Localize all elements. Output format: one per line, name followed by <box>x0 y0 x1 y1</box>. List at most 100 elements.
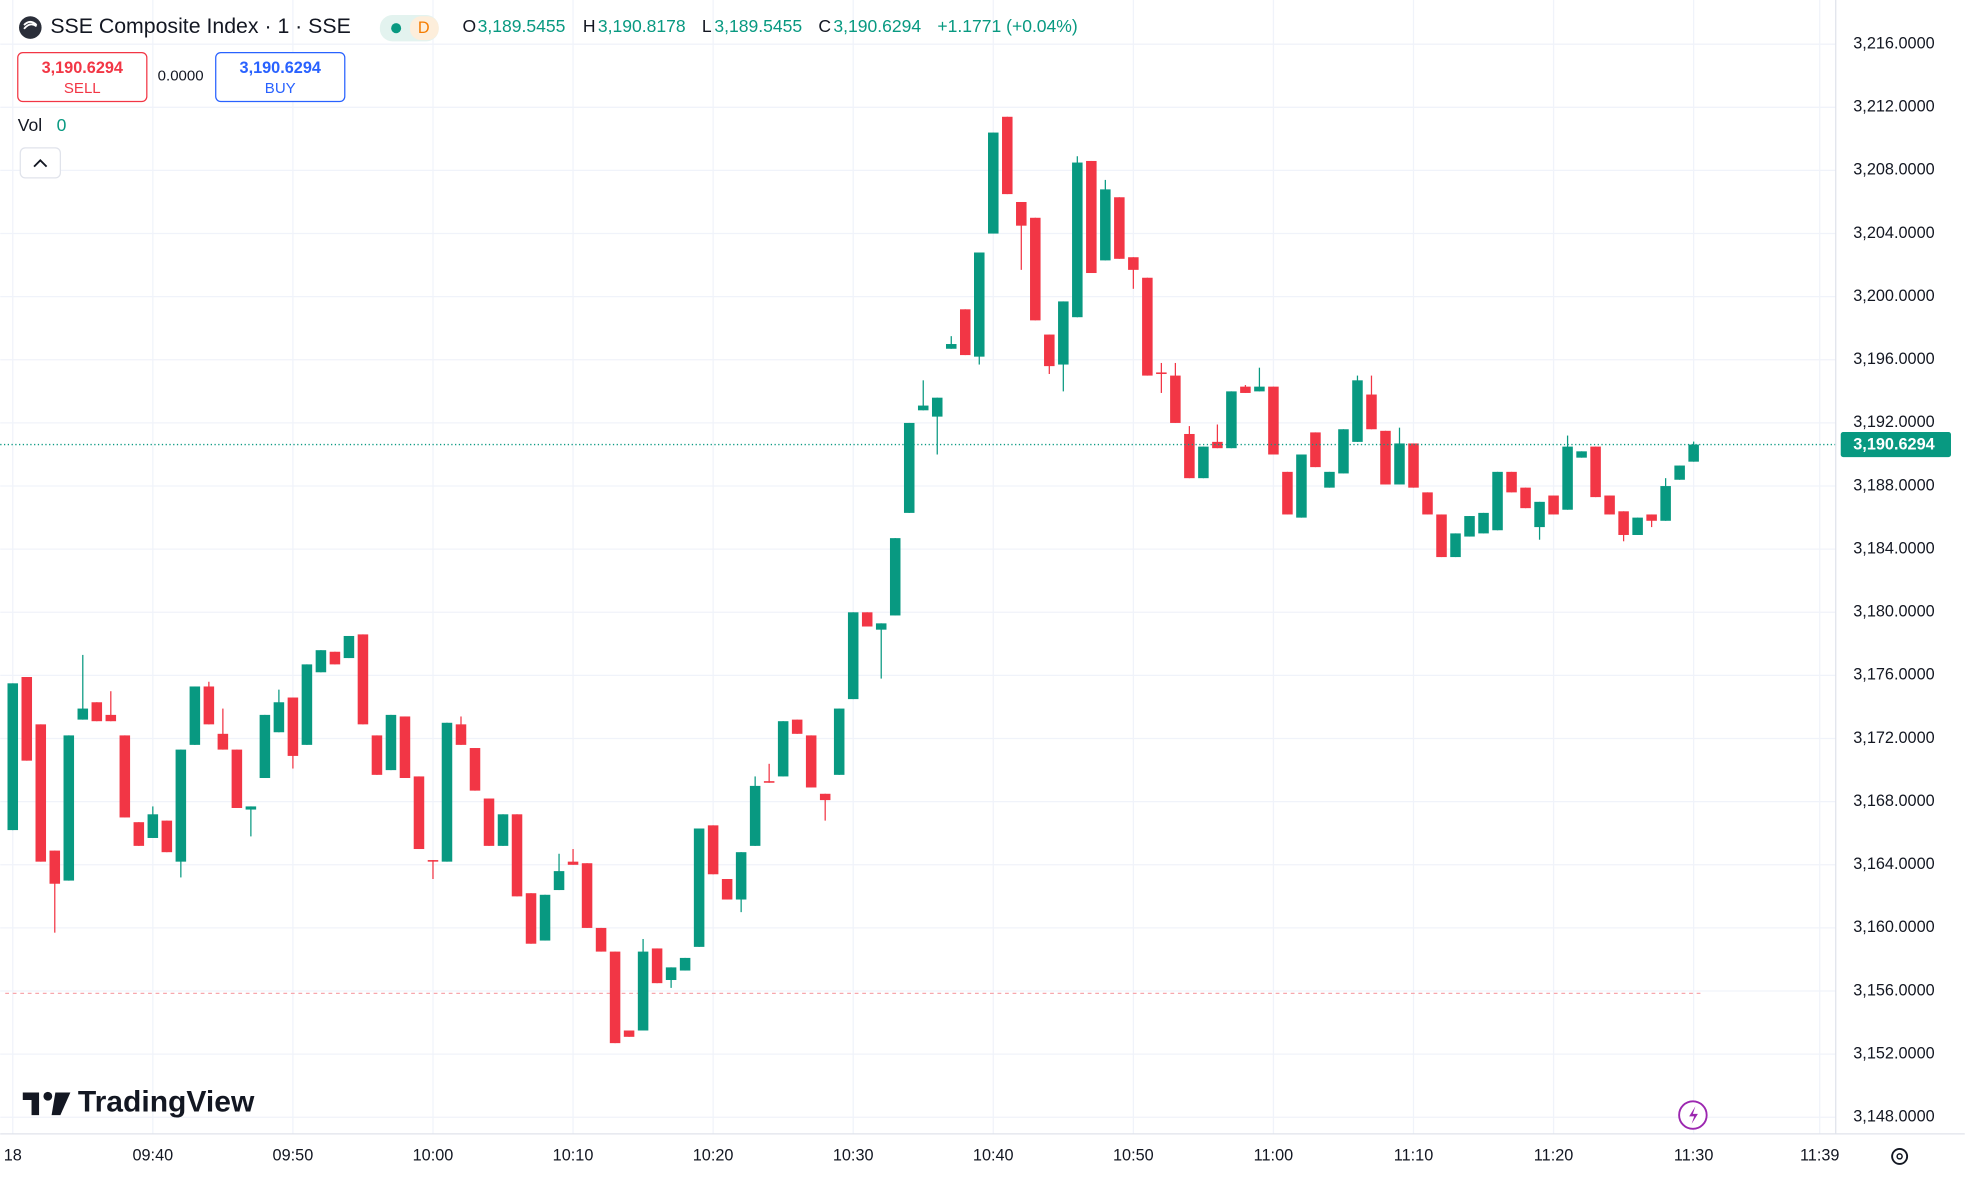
buy-price: 3,190.6294 <box>240 59 321 77</box>
candle-body <box>721 879 733 900</box>
candle-body <box>511 814 523 897</box>
candle-body <box>1590 446 1601 498</box>
candle-body <box>1478 512 1489 534</box>
candle-body <box>1282 471 1293 515</box>
candle-body <box>777 721 789 777</box>
candle-body <box>1618 511 1629 535</box>
y-tick-label: 3,188.0000 <box>1853 476 1934 494</box>
sell-button[interactable] <box>17 51 148 103</box>
candle-body <box>889 538 901 616</box>
candle-body <box>1268 386 1279 455</box>
y-tick-label: 3,164.0000 <box>1853 855 1934 873</box>
candle-body <box>931 397 943 417</box>
ohlc-label: H <box>583 16 596 36</box>
logo-mark-slash <box>51 1092 71 1116</box>
candle-body <box>637 951 649 1031</box>
candle-body <box>974 252 985 357</box>
candle-body <box>763 781 775 783</box>
candle-body <box>539 894 551 941</box>
candle-body <box>119 735 131 818</box>
buy-button[interactable] <box>215 51 346 103</box>
candle-body <box>1324 471 1335 488</box>
candle-body <box>469 748 481 791</box>
candle-body <box>791 719 803 734</box>
collapse-icon <box>33 159 48 168</box>
candle-body <box>7 683 19 831</box>
candle-body <box>357 634 369 725</box>
candle-body <box>1352 380 1363 442</box>
candle-body <box>21 677 33 761</box>
candle-body <box>1646 514 1657 521</box>
ohlc-label: C <box>818 16 831 36</box>
volume-label: Vol <box>18 115 42 135</box>
candle-body <box>343 635 355 659</box>
candle-body <box>147 814 159 838</box>
settings-button[interactable] <box>1891 1147 1909 1165</box>
candle-body <box>525 893 537 944</box>
candle-body <box>1240 386 1251 393</box>
ohlc-value: 3,189.5455 <box>714 16 802 36</box>
symbol-title[interactable]: SSE Composite Index · 1 · SSE <box>50 14 350 38</box>
y-tick-label: 3,184.0000 <box>1853 539 1934 557</box>
x-tick-label: 10:20 <box>693 1147 734 1165</box>
candle-body <box>245 806 257 810</box>
candle-body <box>77 708 89 720</box>
candle-body <box>315 650 327 673</box>
candle-body <box>623 1030 635 1037</box>
symbol-icon[interactable] <box>19 16 42 39</box>
plot <box>0 116 1836 1044</box>
candle-body <box>1002 116 1013 195</box>
y-tick-label: 3,156.0000 <box>1853 981 1934 999</box>
candle-body <box>567 861 579 865</box>
grid <box>0 0 1836 1134</box>
y-tick-label: 3,176.0000 <box>1853 666 1934 684</box>
collapse-button[interactable] <box>19 147 61 179</box>
sell-label: SELL <box>64 80 101 97</box>
logo: TradingView <box>22 1086 255 1119</box>
candle-body <box>553 871 565 891</box>
candle-body <box>1184 433 1195 479</box>
candle-body <box>847 612 859 700</box>
ohlc-value: 3,190.6294 <box>833 16 921 36</box>
lightning-icon <box>1689 1106 1698 1124</box>
candle-body <box>161 820 173 853</box>
header: SSE Composite Index · 1 · SSE D O 3,189.… <box>19 14 1078 42</box>
candle-body <box>1688 444 1699 462</box>
candle-body <box>455 724 467 745</box>
ohlc-value: 3,189.5455 <box>478 16 566 36</box>
candle-body <box>301 664 313 745</box>
candle-body <box>665 967 677 981</box>
candle-body <box>679 957 691 971</box>
candle-body <box>371 735 383 775</box>
y-tick-label: 3,204.0000 <box>1853 224 1934 242</box>
candle-body <box>105 714 117 722</box>
badge-bg <box>409 16 439 41</box>
candle-body <box>819 793 831 801</box>
candle-body <box>1464 516 1475 537</box>
candle-body <box>1030 217 1041 321</box>
buy-label: BUY <box>265 80 296 97</box>
candle-body <box>1100 189 1111 261</box>
y-tick-label: 3,192.0000 <box>1853 413 1934 431</box>
volume-value: 0 <box>57 115 67 135</box>
sell-price: 3,190.6294 <box>42 59 123 77</box>
candle-body <box>91 702 103 722</box>
candle-body <box>1674 465 1685 480</box>
candle-body <box>609 951 621 1044</box>
candle-body <box>133 822 145 846</box>
candle-body <box>1562 446 1573 510</box>
candle-body <box>735 852 747 900</box>
settings-icon <box>1896 1153 1903 1160</box>
candle-body <box>427 860 439 862</box>
candle-body <box>1128 257 1139 270</box>
candle-body <box>49 850 61 884</box>
y-tick-label: 3,196.0000 <box>1853 350 1934 368</box>
candle-body <box>988 132 999 234</box>
candle-body <box>1436 514 1447 558</box>
ohlc-label: L <box>702 16 712 36</box>
candle-body <box>945 344 957 349</box>
candle-body <box>217 733 229 750</box>
candle-body <box>749 785 761 846</box>
change: +1.1771 (+0.04%) <box>937 16 1077 36</box>
